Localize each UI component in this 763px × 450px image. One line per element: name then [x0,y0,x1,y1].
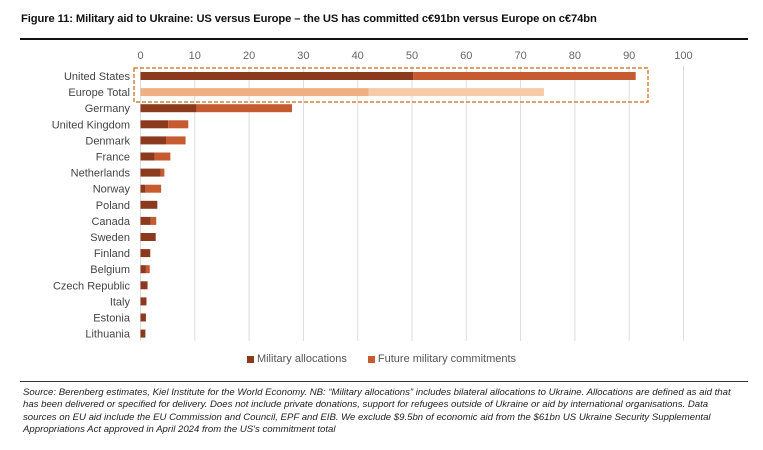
x-tick-label: 30 [297,50,309,62]
bar-commitments [413,72,636,80]
title-rule [20,38,748,40]
x-tick-label: 40 [352,50,364,62]
bar-commitments [196,104,292,113]
category-label: Belgium [90,264,130,276]
x-tick-label: 60 [460,50,472,62]
legend-label-commitments: Future military commitments [377,353,517,365]
bar-allocations [140,233,156,241]
bar-commitments [160,168,165,177]
category-label: Poland [96,200,130,212]
bar-allocations [140,184,146,193]
x-tick-label: 20 [243,50,255,62]
bar-allocations [140,216,151,225]
category-label: Czech Republic [53,280,131,292]
bar-commitments [150,216,157,225]
x-tick-label: 100 [674,50,692,62]
category-label: Finland [94,248,130,260]
x-tick-label: 90 [623,50,635,62]
category-label: Estonia [93,313,131,325]
bar-commitments [145,184,162,193]
category-label: Netherlands [71,168,131,180]
bar-allocations [140,329,146,338]
x-tick-label: 70 [514,50,526,62]
legend-label-allocations: Military allocations [256,353,347,365]
highlight-box [133,67,649,103]
x-tick-label: 80 [569,50,581,62]
bar-allocations [140,313,146,322]
chart-title: Figure 11: Military aid to Ukraine: US v… [21,13,597,25]
source-note: Source: Berenberg estimates, Kiel Instit… [23,387,731,435]
bar-allocations [140,104,197,113]
bar-commitments [368,88,544,97]
bar-allocations [140,249,151,258]
bar-allocations [140,88,369,97]
category-label: France [96,152,130,164]
bar-allocations [140,152,155,161]
bar-allocations [140,281,148,290]
category-label: Italy [110,296,131,308]
legend-item-allocations: Military allocations [246,353,347,365]
bar-allocations [140,200,158,209]
category-label: Sweden [90,232,130,244]
bar-commitments [168,120,189,129]
x-tick-label: 10 [189,50,201,62]
legend: Military allocations Future military com… [0,353,763,366]
bar-allocations [140,265,146,274]
bar-allocations [140,297,147,306]
bar-commitments [154,152,171,161]
bar-allocations [140,72,414,80]
bar-commitments [145,265,150,274]
category-label: Norway [93,184,131,196]
category-label: United Kingdom [52,119,130,131]
category-label: Lithuania [85,329,131,341]
category-label: Denmark [85,135,130,147]
bar-allocations [140,136,167,145]
category-label: Europe Total [68,87,130,99]
bar-allocations [140,120,169,129]
bar-commitments [166,136,186,145]
category-label: Canada [91,216,130,228]
legend-swatch-commitments [367,355,375,363]
category-label: Germany [85,103,131,115]
legend-swatch-allocations [246,355,254,363]
category-label: United States [64,71,131,83]
bar-chart: 0 10 20 30 40 50 60 70 80 90 100 United States Europ… [52,50,693,341]
legend-item-commitments: Future military commitments [367,353,517,365]
x-tick-label: 0 [137,50,143,62]
footer-rule [20,381,748,382]
x-tick-label: 50 [406,50,418,62]
bar-allocations [140,168,161,177]
